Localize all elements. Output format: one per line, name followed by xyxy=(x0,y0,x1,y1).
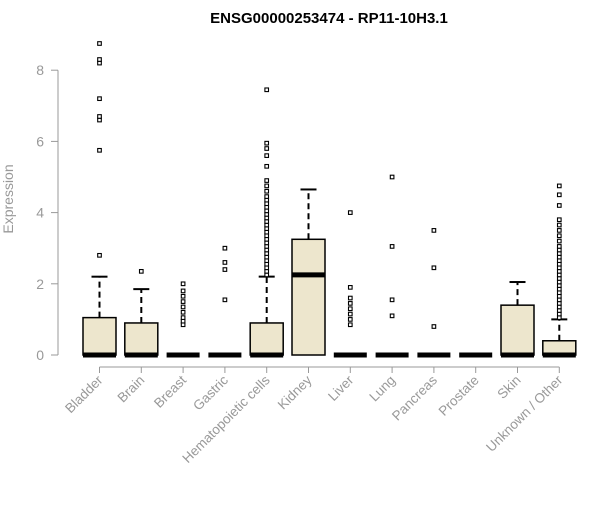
outlier-point xyxy=(389,297,395,303)
y-axis: 0 2 4 6 8 xyxy=(36,62,59,363)
outlier-point xyxy=(264,188,270,194)
outlier-point xyxy=(180,281,186,287)
outlier-point xyxy=(264,163,270,169)
outlier-point xyxy=(97,147,102,153)
x-tick-label: Pancreas xyxy=(389,372,440,423)
x-tick-label: Lung xyxy=(366,373,398,405)
y-tick-label: 8 xyxy=(36,62,44,78)
outlier-point xyxy=(431,265,437,271)
outlier-point xyxy=(264,194,270,199)
box-body xyxy=(249,322,284,356)
outlier-point xyxy=(389,244,395,249)
outlier-point xyxy=(264,153,270,158)
outlier-point xyxy=(180,299,186,304)
x-tick-label: Breast xyxy=(151,372,189,410)
outlier-point xyxy=(222,245,228,251)
outlier-point xyxy=(389,174,395,180)
outlier-point xyxy=(264,146,270,151)
box-body xyxy=(291,238,326,356)
outlier-point xyxy=(97,96,102,102)
outlier-point xyxy=(431,324,437,329)
outlier-point xyxy=(556,217,562,223)
x-tick-label: Skin xyxy=(494,373,523,402)
x-tick-label: Brain xyxy=(115,373,148,406)
outlier-point xyxy=(180,315,186,320)
box-skin xyxy=(500,281,535,358)
outlier-point xyxy=(264,87,270,93)
box-pancreas xyxy=(417,228,451,358)
x-tick-label: Kidney xyxy=(275,372,315,412)
outlier-point xyxy=(97,57,102,62)
x-tick-label: Bladder xyxy=(62,372,106,416)
box-body xyxy=(124,322,159,356)
outlier-point xyxy=(347,295,353,301)
outlier-point xyxy=(347,317,353,322)
outlier-point xyxy=(556,203,562,208)
y-tick-label: 6 xyxy=(36,133,44,149)
box-gastric xyxy=(208,245,242,358)
outlier-point xyxy=(347,301,353,306)
outlier-point xyxy=(180,288,186,294)
outlier-point xyxy=(347,285,353,290)
outlier-point xyxy=(556,192,562,198)
box-brain xyxy=(124,268,159,358)
outlier-point xyxy=(264,140,270,146)
outlier-point xyxy=(556,238,562,244)
outlier-point xyxy=(180,293,186,299)
box-liver xyxy=(333,210,367,358)
outlier-point xyxy=(97,41,102,46)
outlier-point xyxy=(222,260,228,265)
outlier-point xyxy=(138,268,144,274)
box-hematopoietic-cells xyxy=(249,87,284,358)
outlier-point xyxy=(97,114,102,119)
y-axis-label: Expression xyxy=(0,164,16,233)
box-breast xyxy=(166,281,200,358)
x-tick-label: Unknown / Other xyxy=(483,372,566,455)
outlier-point xyxy=(264,178,270,183)
outlier-point xyxy=(347,210,353,215)
outlier-point xyxy=(389,313,395,319)
box-bladder xyxy=(82,41,117,358)
outlier-point xyxy=(347,311,353,317)
outlier-point xyxy=(556,233,562,239)
outlier-point xyxy=(222,297,228,303)
y-tick-label: 4 xyxy=(36,205,44,221)
outlier-point xyxy=(347,306,353,312)
outlier-point xyxy=(180,304,186,310)
outlier-point xyxy=(556,222,562,228)
chart-title: ENSG00000253474 - RP11-10H3.1 xyxy=(210,10,448,27)
box-lung xyxy=(375,174,409,358)
outlier-point xyxy=(556,244,562,249)
x-tick-label: Prostate xyxy=(436,373,482,419)
outlier-point xyxy=(264,183,270,189)
y-tick-label: 2 xyxy=(36,276,44,292)
outlier-point xyxy=(180,309,186,315)
box-body xyxy=(500,304,535,356)
outlier-point xyxy=(97,252,102,258)
outlier-point xyxy=(556,183,562,189)
box-kidney xyxy=(291,188,326,356)
boxes xyxy=(82,41,577,358)
outlier-point xyxy=(556,228,562,233)
outlier-point xyxy=(347,322,353,328)
outlier-point xyxy=(222,267,228,272)
x-tick-label: Liver xyxy=(325,372,357,404)
x-tick-label: Gastric xyxy=(190,372,231,413)
box-unknown-other xyxy=(542,183,577,358)
box-body xyxy=(82,316,117,356)
outlier-point xyxy=(431,228,437,233)
y-tick-label: 0 xyxy=(36,347,44,363)
